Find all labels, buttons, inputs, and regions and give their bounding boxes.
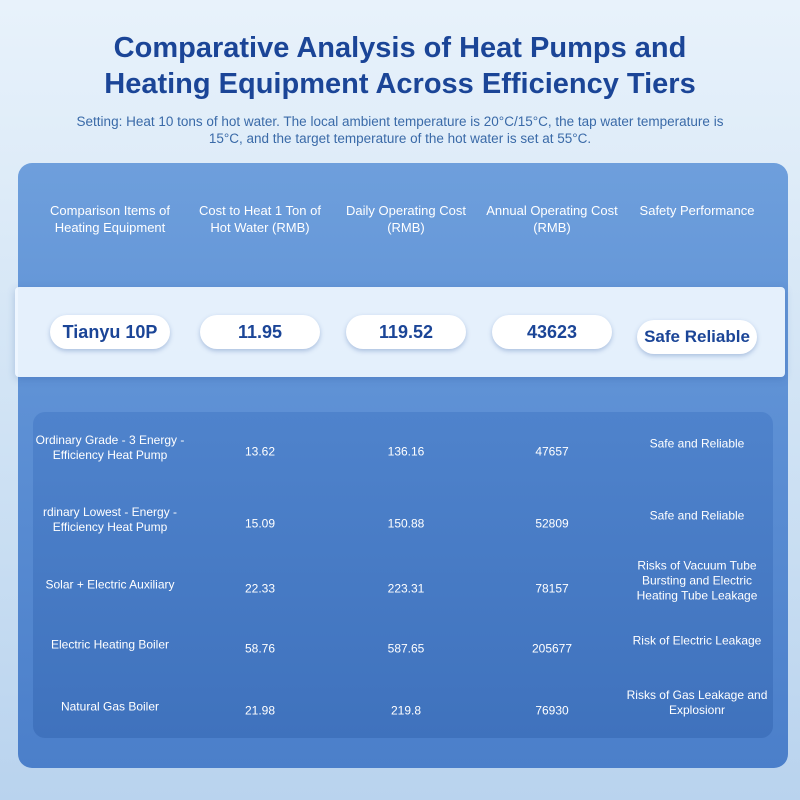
- column-header: Annual Operating Cost (RMB): [486, 203, 618, 235]
- table-cell: 22.33: [244, 581, 276, 596]
- table-cell: 52809: [535, 516, 569, 531]
- table-cell: 58.76: [244, 641, 276, 656]
- table-cell: 21.98: [244, 703, 276, 718]
- table-cell: 47657: [535, 444, 569, 459]
- table-cell: 78157: [535, 581, 569, 596]
- table-cell: rdinary Lowest - Energy - Efficiency Hea…: [42, 505, 178, 534]
- table-cell: 587.65: [387, 641, 425, 656]
- highlight-cell: 119.52: [346, 315, 466, 349]
- table-cell: 223.31: [387, 581, 425, 596]
- title: Comparative Analysis of Heat Pumps and H…: [104, 32, 696, 100]
- table-cell: 150.88: [387, 516, 425, 531]
- table-cell: 219.8: [390, 703, 422, 718]
- table-cell: 76930: [535, 703, 569, 718]
- highlight-cell: 43623: [492, 315, 612, 349]
- table-cell: 205677: [531, 641, 573, 656]
- table-cell: Risks of Vacuum Tube Bursting and Electr…: [636, 558, 758, 603]
- column-header: Safety Performance: [639, 203, 755, 218]
- table-cell: Risks of Gas Leakage and Explosionr: [626, 688, 768, 717]
- table-cell: Safe and Reliable: [649, 508, 745, 523]
- highlight-cell: Tianyu 10P: [50, 315, 170, 349]
- column-header: Cost to Heat 1 Ton of Hot Water (RMB): [199, 203, 321, 235]
- column-header: Comparison Items of Heating Equipment: [50, 203, 170, 235]
- subtitle: Setting: Heat 10 tons of hot water. The …: [76, 114, 724, 146]
- table-cell: Risk of Electric Leakage: [632, 633, 762, 648]
- highlight-cell: Safe Reliable: [637, 320, 757, 354]
- table-cell: 13.62: [244, 444, 276, 459]
- comparison-panel: [33, 412, 773, 738]
- table-cell: 136.16: [387, 444, 425, 459]
- table-cell: Ordinary Grade - 3 Energy - Efficiency H…: [35, 433, 185, 462]
- table-cell: 15.09: [244, 516, 276, 531]
- table-cell: Solar + Electric Auxiliary: [45, 577, 175, 592]
- table-cell: Electric Heating Boiler: [50, 637, 170, 652]
- highlight-cell: 11.95: [200, 315, 320, 349]
- table-cell: Natural Gas Boiler: [60, 699, 160, 714]
- column-header: Daily Operating Cost (RMB): [346, 203, 466, 235]
- table-cell: Safe and Reliable: [649, 436, 745, 451]
